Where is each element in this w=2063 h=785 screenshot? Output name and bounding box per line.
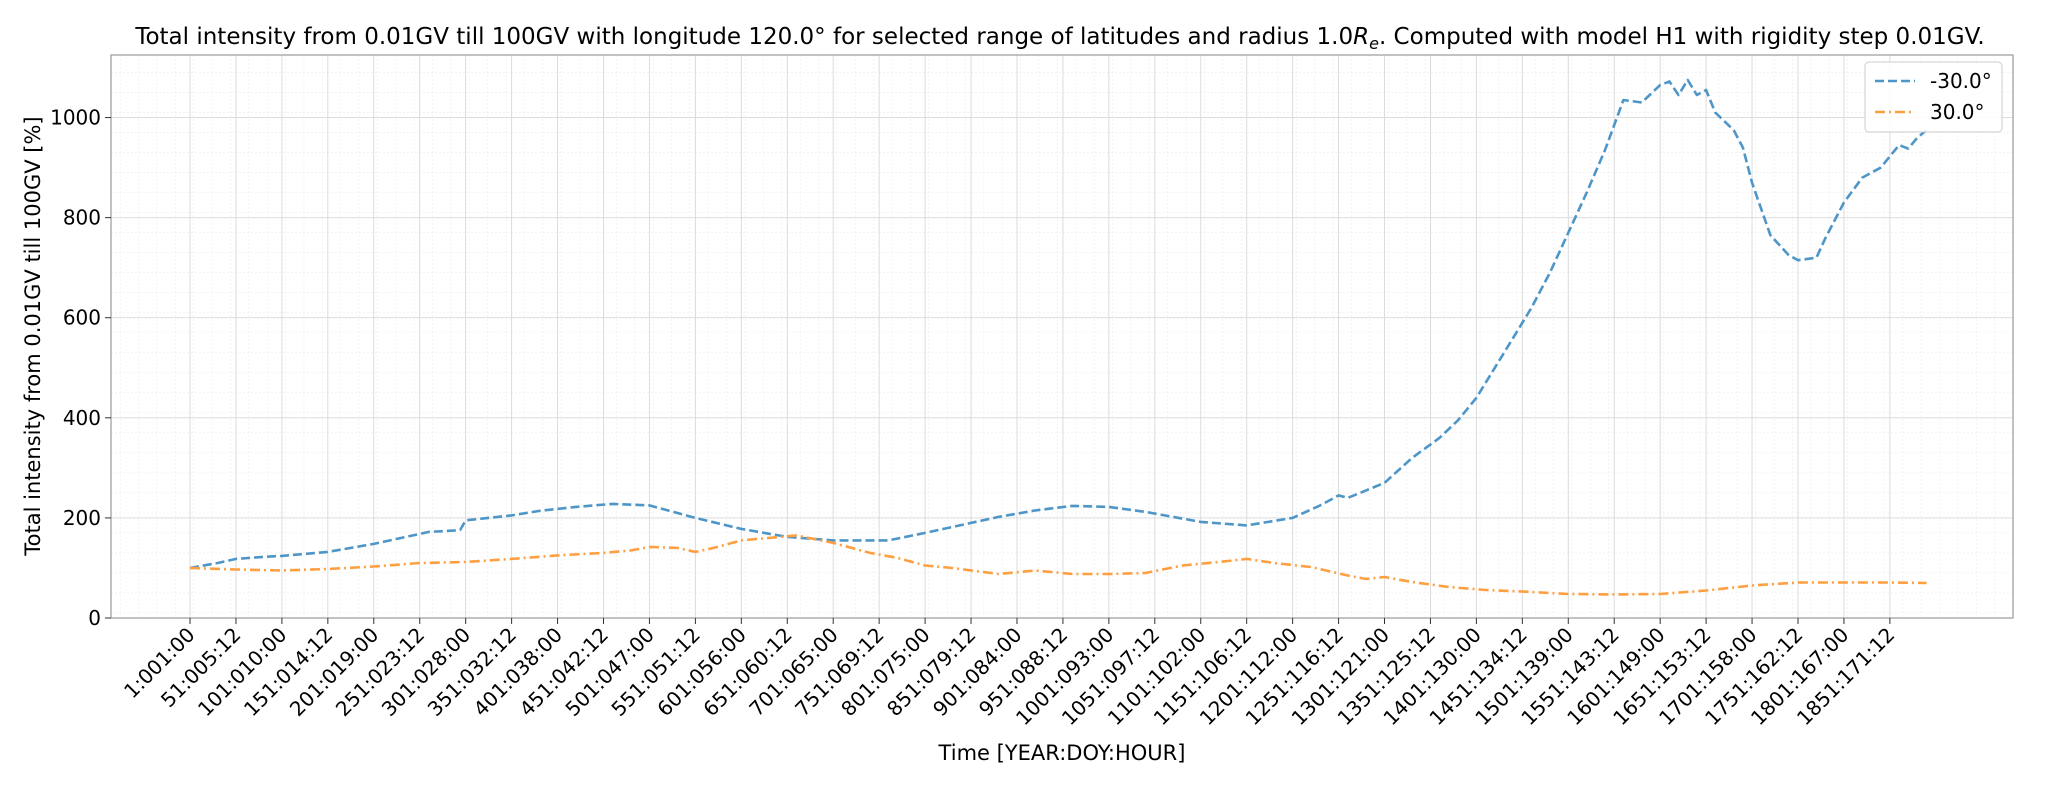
grid [111,55,2014,619]
y-axis-label: Total intensity from 0.01GV till 100GV [… [21,116,45,556]
y-tick-label: 0 [88,606,101,630]
y-tick-label: 200 [63,506,101,530]
legend: -30.0° 30.0° [1864,61,2003,133]
title-tail: . Computed with model H1 with rigidity s… [1379,24,1985,50]
y-tick-label: 600 [63,306,101,330]
y-tick-label: 800 [63,206,101,230]
y-tick-label: 1000 [50,106,101,130]
series-line [189,78,1928,570]
legend-box [1864,61,2003,133]
y-axis: 0 200 400 600 800 1000 [50,106,111,630]
x-axis: 1:001:0051:005:12101:010:00151:014:12201… [119,618,1899,730]
plot-frame [110,54,2014,619]
y-tick-label: 400 [63,406,101,430]
series-line [189,534,1927,596]
title-sub: e [1369,34,1379,53]
title-main: Total intensity from 0.01GV till 100GV w… [134,24,1353,50]
legend-label: 30.0° [1930,100,1985,124]
x-axis-label: Time [YEAR:DOY:HOUR] [938,741,1186,765]
title-var: R [1353,24,1369,50]
series-layer [189,78,1928,596]
chart-title: Total intensity from 0.01GV till 100GV w… [134,24,1984,53]
legend-label: -30.0° [1930,69,1992,93]
